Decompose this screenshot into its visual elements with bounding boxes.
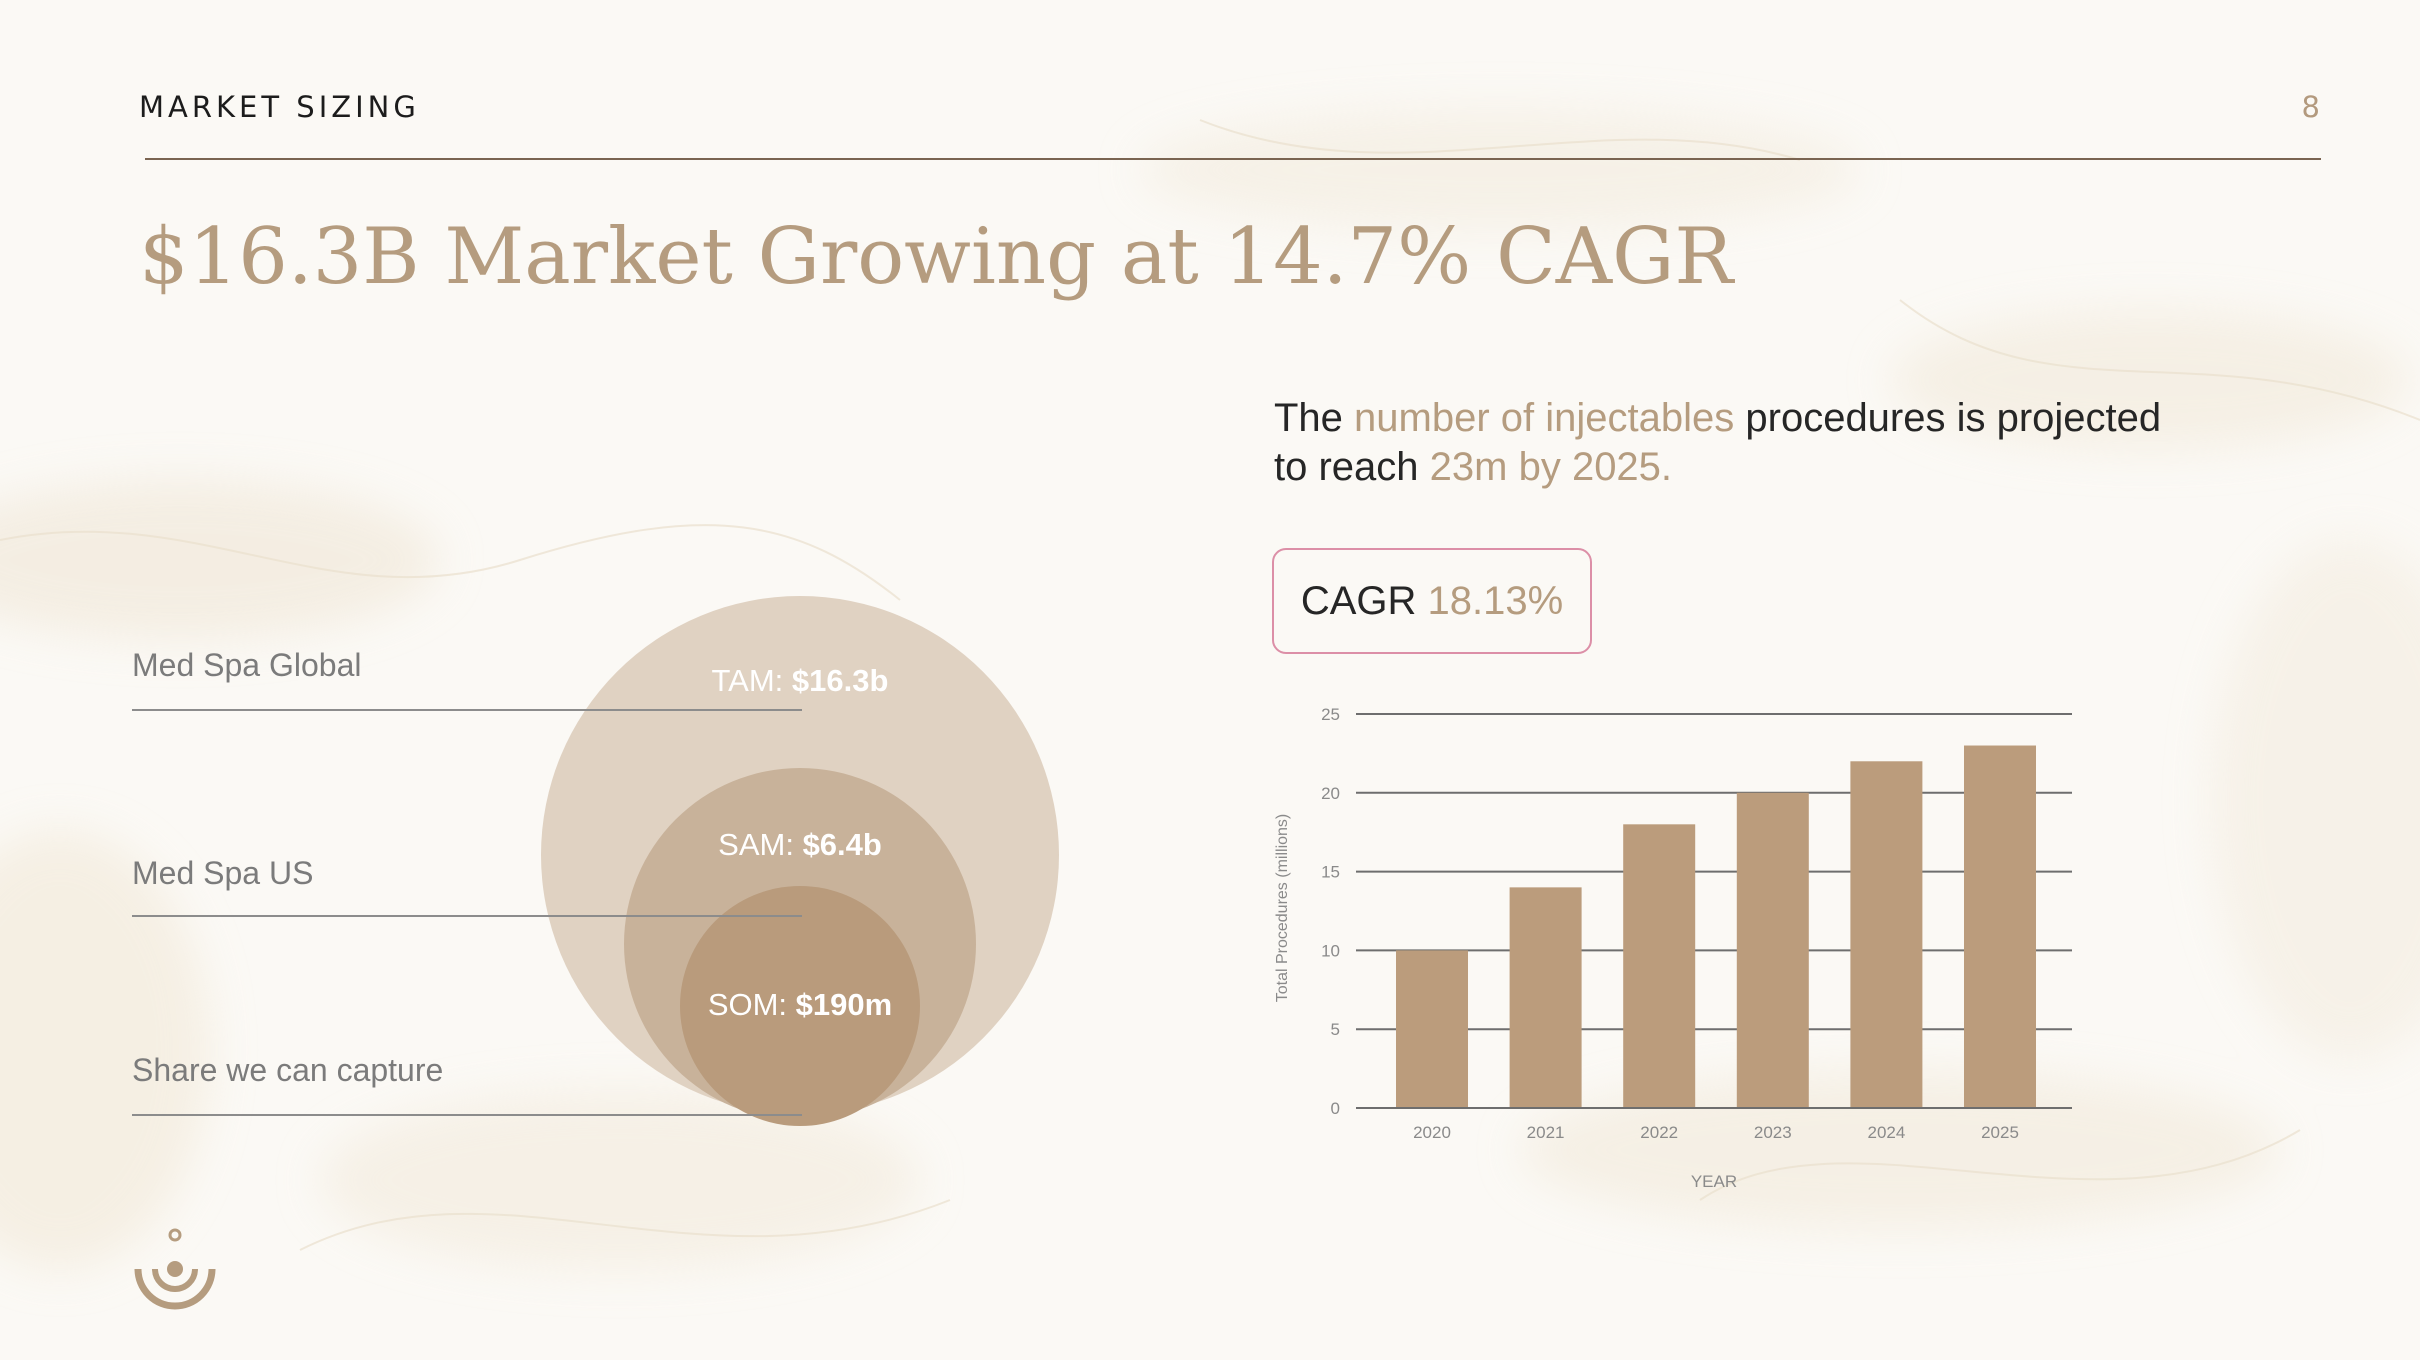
y-tick-label: 15: [1321, 863, 1340, 882]
cagr-value: 18.13%: [1427, 578, 1564, 623]
x-tick-label: 2023: [1754, 1123, 1792, 1142]
x-tick-label: 2022: [1640, 1123, 1678, 1142]
som-circle: [680, 886, 920, 1126]
header-divider: [145, 158, 2321, 160]
bar: [1509, 887, 1582, 1108]
tam-leader-line: [132, 709, 802, 711]
section-label: MARKET SIZING: [139, 90, 420, 124]
y-axis-title: Total Procedures (millions): [1274, 814, 1291, 1003]
som-value: SOM: $190m: [707, 987, 893, 1022]
spa-brand-logo-icon: [134, 1228, 216, 1310]
market-size-circles: [541, 596, 1059, 1126]
cagr-box: CAGR 18.13%: [1272, 548, 1592, 654]
y-tick-label: 20: [1321, 784, 1340, 803]
page-number: 8: [2301, 90, 2320, 124]
y-tick-label: 0: [1331, 1099, 1340, 1118]
cagr-label: CAGR: [1300, 578, 1428, 623]
x-tick-label: 2021: [1527, 1123, 1565, 1142]
sam-value: SAM: $6.4b: [718, 827, 882, 862]
page-title: $16.3B Market Growing at 14.7% CAGR: [139, 212, 1734, 302]
bar: [1964, 745, 2036, 1108]
x-axis-title: YEAR: [1691, 1172, 1737, 1191]
y-tick-label: 10: [1321, 941, 1340, 960]
y-tick-label: 25: [1321, 705, 1340, 724]
bar: [1396, 950, 1468, 1108]
som-leader-line: [132, 1114, 802, 1116]
x-tick-label: 2024: [1867, 1123, 1905, 1142]
bar: [1850, 761, 1923, 1108]
y-tick-label: 5: [1331, 1020, 1340, 1039]
som-label: Share we can capture: [132, 1052, 444, 1088]
x-tick-label: 2020: [1413, 1123, 1451, 1142]
bar: [1736, 792, 1809, 1108]
sam-label: Med Spa US: [132, 855, 314, 891]
tam-label: Med Spa Global: [132, 647, 362, 683]
tam-value: TAM: $16.3b: [711, 663, 889, 698]
x-tick-label: 2025: [1981, 1123, 2019, 1142]
projection-statement: The number of injectables procedures is …: [1274, 396, 2162, 489]
bar: [1623, 824, 1696, 1108]
sam-leader-line: [132, 915, 802, 917]
